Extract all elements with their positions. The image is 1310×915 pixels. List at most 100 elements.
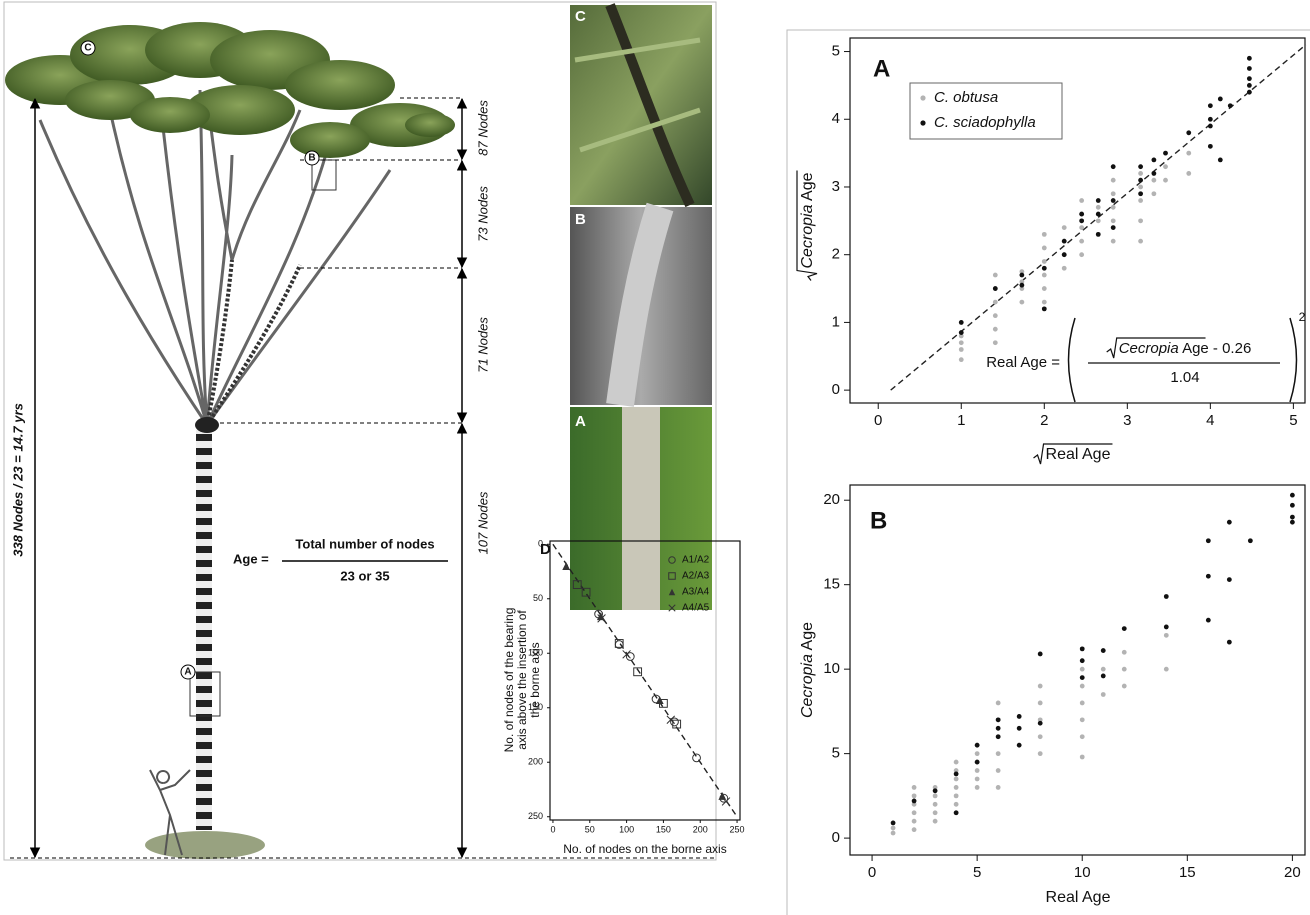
point <box>953 793 959 799</box>
point <box>932 801 938 807</box>
formula-rest: Age - 0.26 <box>1179 340 1252 357</box>
point <box>1138 238 1144 244</box>
point <box>1186 130 1192 136</box>
point <box>1289 519 1295 525</box>
point <box>1041 245 1047 251</box>
point <box>995 785 1001 790</box>
point <box>1016 742 1022 748</box>
point <box>1138 171 1144 176</box>
point <box>1079 198 1085 203</box>
point <box>1100 648 1106 653</box>
y-axis-label: Cecropia Age <box>799 622 816 718</box>
point <box>1100 673 1106 679</box>
point <box>1041 299 1047 305</box>
point <box>1110 218 1116 224</box>
y-tick-label: 1 <box>832 313 840 330</box>
point <box>1019 299 1025 305</box>
point <box>1121 683 1127 689</box>
total-age: 338 Nodes / 23 = 14.7 yrs <box>10 403 25 557</box>
formula-lhs: Real Age = <box>986 354 1060 371</box>
y-tick-label: 10 <box>823 660 840 677</box>
point <box>1138 198 1144 203</box>
y-axis-label: No. of nodes of the bearing <box>502 608 516 753</box>
point <box>953 776 959 782</box>
point <box>1207 143 1213 149</box>
point <box>597 614 606 623</box>
point <box>1138 218 1144 224</box>
point <box>995 717 1001 723</box>
x-tick-label: 50 <box>585 825 595 835</box>
point <box>1110 204 1116 210</box>
node-count: 107 Nodes <box>475 491 490 554</box>
y-axis-label-italic: Cecropia <box>799 654 816 718</box>
point <box>596 612 605 621</box>
age-lhs: Age = <box>233 551 269 566</box>
point <box>670 717 679 727</box>
point <box>1163 624 1169 630</box>
y-axis-label-rest: Age <box>799 172 816 204</box>
point <box>721 797 731 806</box>
right-panel-frame <box>786 29 1310 915</box>
point <box>1037 683 1043 689</box>
formula-exponent: 2 <box>1299 310 1306 324</box>
point <box>633 667 643 677</box>
point <box>1037 700 1043 706</box>
point <box>890 830 896 836</box>
y-axis-label-group: Cecropia Age <box>796 170 818 281</box>
legend-label: A1/A2 <box>682 555 710 566</box>
x-tick-label: 4 <box>1206 412 1214 429</box>
point <box>1095 211 1101 217</box>
point <box>1138 177 1144 183</box>
point <box>1079 658 1085 664</box>
point <box>668 604 676 612</box>
point <box>1227 103 1233 109</box>
point <box>992 340 998 346</box>
point <box>911 818 917 824</box>
left-panel-frame <box>3 1 717 861</box>
point <box>1079 717 1085 723</box>
point <box>932 785 938 790</box>
y-tick-label: 0 <box>832 381 840 398</box>
point <box>992 326 998 332</box>
point <box>1041 259 1047 264</box>
chart: 0 50 100 150 200 250 0 50 100 150 200 250 D A1/A2 A2/A… <box>502 539 744 857</box>
x-tick-label: 2 <box>1040 412 1048 429</box>
point <box>995 734 1001 740</box>
point <box>1207 123 1213 129</box>
point <box>1226 577 1232 583</box>
x-tick-label: 3 <box>1123 412 1131 429</box>
point <box>932 810 938 816</box>
point <box>953 810 959 816</box>
y-axis-label-italic: Cecropia <box>799 204 816 268</box>
x-tick-label: 200 <box>693 825 708 835</box>
point <box>992 313 998 319</box>
radical <box>1033 443 1113 465</box>
point <box>1246 76 1252 82</box>
plot-frame <box>849 37 1306 404</box>
point <box>625 652 635 661</box>
point <box>1079 238 1085 244</box>
point <box>920 95 926 101</box>
point <box>1037 734 1043 740</box>
point <box>911 793 917 799</box>
point <box>1246 66 1252 71</box>
y-tick-label: 2 <box>832 246 840 263</box>
photos: C B A <box>570 3 712 610</box>
point <box>655 696 664 705</box>
point <box>1186 150 1192 156</box>
x-axis-label: Real Age <box>1046 446 1111 463</box>
point <box>1095 204 1101 210</box>
point <box>992 299 998 305</box>
point <box>718 792 727 800</box>
y-axis-label-rest: Age <box>799 622 816 654</box>
point <box>1217 157 1223 163</box>
y-tick-label: 200 <box>528 757 543 767</box>
tree-marker: C <box>84 43 91 54</box>
point <box>1110 177 1116 183</box>
point <box>920 120 926 126</box>
point <box>668 588 676 596</box>
point <box>1121 666 1127 672</box>
legend-label: C. sciadophylla <box>934 114 1036 131</box>
radical <box>1106 337 1206 359</box>
y-tick-label: 4 <box>832 110 840 127</box>
